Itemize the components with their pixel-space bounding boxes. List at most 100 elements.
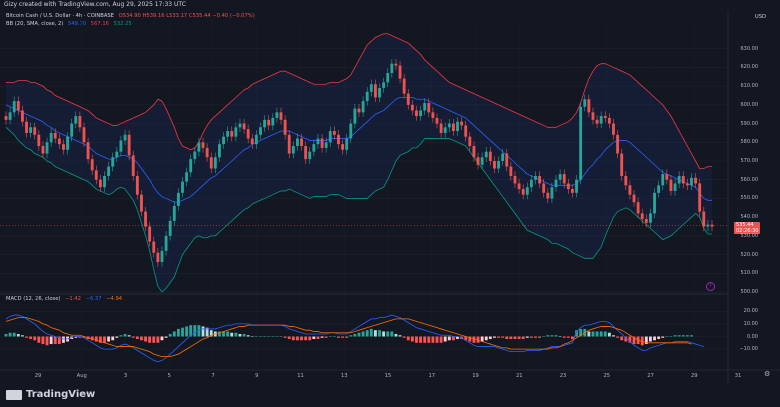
candle <box>369 84 373 92</box>
macd-histogram-bar <box>296 336 299 341</box>
macd-histogram-bar <box>115 336 119 338</box>
macd-histogram-bar <box>308 336 312 341</box>
macd-histogram-bar <box>677 335 681 337</box>
candle <box>538 175 542 184</box>
candle <box>534 175 537 180</box>
macd-legend[interactable]: MACD (12, 26, close) −1.42 −6.37 −4.94 <box>6 296 125 303</box>
candle <box>591 112 595 120</box>
candle <box>702 211 706 227</box>
macd-histogram-bar <box>497 336 500 338</box>
macd-histogram-bar <box>464 336 468 341</box>
candle <box>275 112 279 118</box>
macd-histogram-bar <box>599 331 603 337</box>
macd-histogram-bar <box>341 336 345 338</box>
candle <box>644 219 648 223</box>
macd-histogram-bar <box>230 332 234 337</box>
macd-histogram-bar <box>353 333 357 337</box>
candle <box>328 131 332 143</box>
macd-histogram-bar <box>254 336 258 337</box>
candle <box>320 138 324 148</box>
candle <box>41 146 45 154</box>
bb-basis-value: 549.70 <box>67 21 87 27</box>
tradingview-logo: TradingView <box>6 389 95 400</box>
macd-histogram-bar <box>620 336 624 341</box>
macd-histogram-bar <box>148 336 152 343</box>
macd-tick-label: 10.00 <box>743 320 758 327</box>
macd-histogram-bar <box>484 336 488 341</box>
alert-clock-icon[interactable]: ↑ <box>706 282 715 291</box>
macd-histogram-bar <box>156 336 160 343</box>
candle <box>480 157 484 165</box>
time-tick-label: 15 <box>384 373 392 379</box>
macd-histogram-bar <box>435 336 439 343</box>
candle <box>25 121 28 133</box>
macd-histogram-bar <box>357 332 361 337</box>
candle <box>70 123 74 137</box>
macd-histogram-bar <box>373 330 377 337</box>
candle <box>259 127 262 135</box>
macd-histogram-bar <box>415 336 418 343</box>
candle <box>373 84 377 98</box>
macd-histogram-bar <box>304 336 308 341</box>
time-tick-label: 13 <box>340 373 348 379</box>
macd-histogram-bar <box>685 335 689 337</box>
time-tick-label: 19 <box>472 373 479 379</box>
candle <box>681 175 685 184</box>
price-tick-label: 580.00 <box>740 139 759 146</box>
candle <box>706 224 710 227</box>
macd-histogram-bar <box>312 336 316 340</box>
macd-histogram-bar <box>193 325 197 337</box>
settings-gear-icon[interactable]: ⚙ <box>764 370 771 378</box>
candle <box>242 123 246 130</box>
candle <box>456 121 459 132</box>
macd-histogram-bar <box>493 336 496 338</box>
candle <box>554 179 558 188</box>
macd-histogram-bar <box>546 335 550 337</box>
macd-histogram-bar <box>612 335 615 337</box>
macd-histogram-bar <box>119 335 123 337</box>
candle <box>156 252 160 263</box>
candle <box>410 104 414 111</box>
symbol-legend[interactable]: Bitcoin Cash / U.S. Dollar · 4h · COINBA… <box>6 13 258 20</box>
candle <box>222 136 225 145</box>
time-tick-label: 27 <box>647 373 654 379</box>
macd-histogram-bar <box>328 336 332 337</box>
bb-legend[interactable]: BB (20, SMA, close, 2) 549.70 567.16 532… <box>6 21 135 28</box>
macd-histogram-bar <box>234 332 238 337</box>
candle <box>493 161 496 169</box>
candle <box>197 142 201 152</box>
candle <box>690 177 693 186</box>
macd-histogram-bar <box>406 336 410 341</box>
candle <box>20 110 24 122</box>
price-tick-label: 500.00 <box>740 289 759 295</box>
macd-histogram-bar <box>103 336 106 343</box>
candle <box>172 205 176 221</box>
candle <box>640 213 644 220</box>
candle <box>279 112 283 120</box>
bar-countdown: 02:26:30 <box>736 227 759 234</box>
candle <box>12 101 16 113</box>
candle <box>193 151 197 160</box>
candle <box>90 159 94 171</box>
candle <box>176 192 180 206</box>
macd-histogram-bar <box>558 336 562 337</box>
macd-histogram-bar <box>332 336 336 337</box>
macd-histogram-bar <box>53 336 57 345</box>
macd-histogram-bar <box>242 333 246 337</box>
macd-histogram-bar <box>49 336 53 345</box>
candle <box>140 194 143 212</box>
macd-histogram-bar <box>94 336 98 342</box>
macd-line <box>5 314 704 363</box>
macd-histogram-bar <box>398 335 402 337</box>
macd-histogram-bar <box>197 325 201 337</box>
candle <box>419 110 422 117</box>
macd-histogram-bar <box>607 332 611 337</box>
macd-histogram-bar <box>271 336 275 337</box>
candle <box>620 153 624 176</box>
candle <box>37 134 41 147</box>
candle <box>304 146 308 160</box>
macd-histogram-bar <box>595 331 599 337</box>
macd-histogram-bar <box>423 336 427 343</box>
candle <box>131 155 135 176</box>
